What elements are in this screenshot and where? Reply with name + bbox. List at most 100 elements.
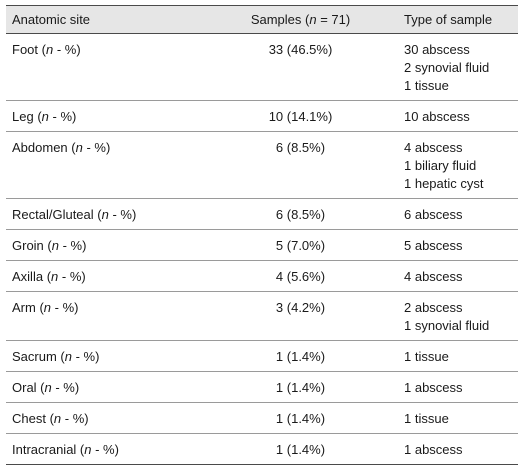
samples-cell: 10 (14.1%) bbox=[204, 100, 397, 132]
n-percent-label: (n - %) bbox=[93, 207, 137, 222]
site-name: Axilla bbox=[12, 269, 44, 284]
n-percent-open: ( bbox=[93, 207, 102, 222]
n-italic: n bbox=[45, 42, 54, 57]
samples-cell: 1 (1.4%) bbox=[204, 371, 397, 403]
type-of-sample-cell: 30 abscess 2 synovial fluid 1 tissue bbox=[397, 33, 518, 101]
n-italic: n bbox=[84, 442, 92, 457]
n-percent-open: ( bbox=[67, 140, 76, 155]
site-name: Foot bbox=[12, 42, 39, 57]
sample-type-line: 1 abscess bbox=[404, 442, 463, 457]
type-of-sample-cell: 1 tissue bbox=[397, 340, 518, 372]
anatomic-site-cell: Intracranial (n - %) bbox=[6, 433, 204, 465]
n-italic: n bbox=[51, 269, 59, 284]
anatomic-site-cell: Foot (n - %) bbox=[6, 33, 204, 101]
n-percent-open: ( bbox=[76, 442, 85, 457]
type-of-sample-cell: 4 abscess 1 biliary fluid 1 hepatic cyst bbox=[397, 131, 518, 199]
table-body: Foot (n - %) 33 (46.5%) 30 abscess 2 synovi… bbox=[6, 33, 518, 465]
sample-type-line: 2 synovial fluid bbox=[404, 60, 490, 75]
n-percent-close: - %) bbox=[71, 349, 100, 364]
n-percent-label: (n - %) bbox=[46, 411, 89, 426]
n-percent-close: - %) bbox=[82, 140, 111, 155]
type-of-sample-cell: 2 abscess 1 synovial fluid bbox=[397, 291, 518, 341]
site-name: Leg bbox=[12, 109, 34, 124]
n-percent-open: ( bbox=[36, 380, 45, 395]
anatomic-site-cell: Leg (n - %) bbox=[6, 100, 204, 132]
type-of-sample-cell: 10 abscess bbox=[397, 100, 518, 132]
n-percent-open: ( bbox=[56, 349, 65, 364]
type-of-sample-cell: 1 tissue bbox=[397, 402, 518, 434]
type-of-sample-cell: 1 abscess bbox=[397, 433, 518, 465]
table-row: Rectal/Gluteal (n - %) 6 (8.5%) 6 abscess bbox=[6, 198, 518, 230]
samples-cell: 1 (1.4%) bbox=[204, 433, 397, 465]
anatomic-site-cell: Sacrum (n - %) bbox=[6, 340, 204, 372]
header-row: Anatomic site Samples (n = 71) Type of s… bbox=[6, 5, 518, 34]
samples-cell: 5 (7.0%) bbox=[204, 229, 397, 261]
type-of-sample-cell: 6 abscess bbox=[397, 198, 518, 230]
n-percent-close: - %) bbox=[53, 42, 81, 57]
header-anatomic-site: Anatomic site bbox=[6, 5, 204, 34]
samples-table: Anatomic site Samples (n = 71) Type of s… bbox=[6, 5, 518, 465]
samples-table-container: Anatomic site Samples (n = 71) Type of s… bbox=[6, 5, 518, 465]
n-percent-label: (n - %) bbox=[33, 109, 77, 124]
sample-type-line: 1 tissue bbox=[404, 411, 449, 426]
anatomic-site-cell: Groin (n - %) bbox=[6, 229, 204, 261]
site-name: Oral bbox=[12, 380, 37, 395]
n-percent-label: (n - %) bbox=[35, 300, 79, 315]
site-name: Rectal/Gluteal bbox=[12, 207, 94, 222]
n-percent-open: ( bbox=[43, 269, 52, 284]
table-row: Arm (n - %) 3 (4.2%) 2 abscess 1 synovial f… bbox=[6, 291, 518, 341]
samples-cell: 6 (8.5%) bbox=[204, 131, 397, 199]
n-percent-open: ( bbox=[33, 109, 42, 124]
site-name: Intracranial bbox=[12, 442, 77, 457]
n-italic: n bbox=[51, 238, 59, 253]
n-percent-close: - %) bbox=[58, 238, 87, 253]
site-name: Chest bbox=[12, 411, 46, 426]
n-percent-label: (n - %) bbox=[44, 238, 87, 253]
n-percent-close: - %) bbox=[91, 442, 119, 457]
n-percent-label: (n - %) bbox=[36, 380, 80, 395]
sample-type-line: 5 abscess bbox=[404, 238, 463, 253]
n-percent-close: - %) bbox=[51, 380, 80, 395]
n-percent-close: - %) bbox=[108, 207, 137, 222]
table-row: Oral (n - %) 1 (1.4%) 1 abscess bbox=[6, 371, 518, 403]
sample-type-line: 1 biliary fluid bbox=[404, 158, 477, 173]
n-italic: n bbox=[41, 109, 49, 124]
table-row: Sacrum (n - %) 1 (1.4%) 1 tissue bbox=[6, 340, 518, 372]
n-percent-open: ( bbox=[35, 300, 44, 315]
site-name: Abdomen bbox=[12, 140, 68, 155]
type-of-sample-cell: 1 abscess bbox=[397, 371, 518, 403]
header-samples: Samples (n = 71) bbox=[204, 5, 397, 34]
samples-cell: 3 (4.2%) bbox=[204, 291, 397, 341]
site-name: Arm bbox=[12, 300, 36, 315]
n-italic: n bbox=[64, 349, 72, 364]
type-of-sample-cell: 5 abscess bbox=[397, 229, 518, 261]
n-percent-close: - %) bbox=[51, 300, 79, 315]
samples-cell: 33 (46.5%) bbox=[204, 33, 397, 101]
n-percent-close: - %) bbox=[61, 411, 89, 426]
header-samples-suffix: = 71) bbox=[316, 12, 351, 27]
samples-cell: 1 (1.4%) bbox=[204, 402, 397, 434]
sample-type-line: 1 abscess bbox=[404, 380, 463, 395]
n-percent-label: (n - %) bbox=[67, 140, 111, 155]
anatomic-site-cell: Axilla (n - %) bbox=[6, 260, 204, 292]
sample-type-line: 10 abscess bbox=[404, 109, 470, 124]
n-percent-close: - %) bbox=[48, 109, 77, 124]
n-percent-open: ( bbox=[45, 411, 54, 426]
table-header: Anatomic site Samples (n = 71) Type of s… bbox=[6, 5, 518, 34]
type-of-sample-cell: 4 abscess bbox=[397, 260, 518, 292]
n-italic: n bbox=[75, 140, 83, 155]
sample-type-line: 1 synovial fluid bbox=[404, 318, 490, 333]
n-italic: n bbox=[53, 411, 62, 426]
header-type-of-sample: Type of sample bbox=[397, 5, 518, 34]
n-percent-label: (n - %) bbox=[76, 442, 119, 457]
sample-type-line: 1 tissue bbox=[404, 349, 449, 364]
header-samples-n: n bbox=[309, 12, 317, 27]
anatomic-site-cell: Chest (n - %) bbox=[6, 402, 204, 434]
anatomic-site-cell: Abdomen (n - %) bbox=[6, 131, 204, 199]
sample-type-line: 2 abscess bbox=[404, 300, 463, 315]
anatomic-site-cell: Oral (n - %) bbox=[6, 371, 204, 403]
n-percent-label: (n - %) bbox=[38, 42, 81, 57]
sample-type-line: 1 tissue bbox=[404, 78, 449, 93]
sample-type-line: 4 abscess bbox=[404, 269, 463, 284]
samples-cell: 4 (5.6%) bbox=[204, 260, 397, 292]
